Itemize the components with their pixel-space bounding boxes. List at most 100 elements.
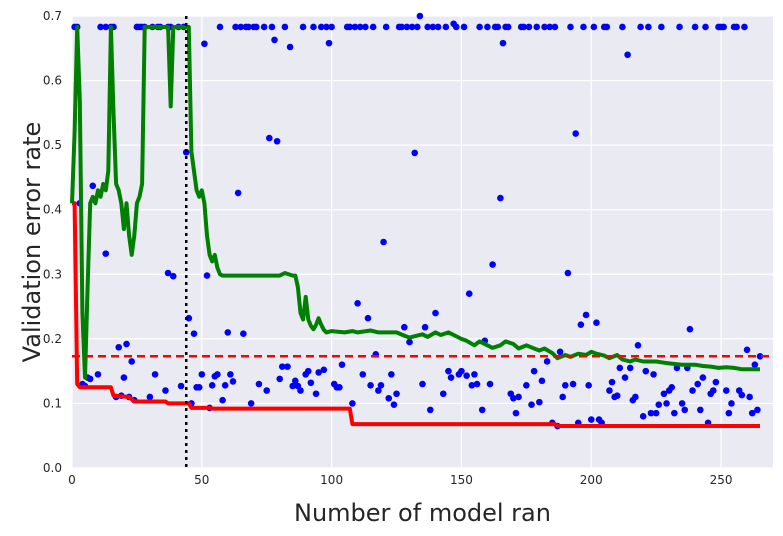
scatter-point	[224, 329, 232, 336]
scatter-point	[499, 39, 507, 47]
scatter-point	[439, 390, 447, 398]
scatter-point	[533, 23, 541, 31]
scatter-point	[691, 23, 699, 31]
scatter-point	[268, 23, 276, 31]
scatter-point	[380, 238, 387, 246]
scatter-point	[312, 390, 320, 398]
scatter-point	[255, 380, 263, 388]
scatter-point	[593, 319, 600, 327]
scatter-point	[463, 372, 470, 379]
scatter-point	[336, 383, 343, 391]
scatter-point	[219, 396, 226, 404]
scatter-point	[390, 401, 398, 409]
scatter-point	[478, 406, 486, 414]
scatter-point	[115, 343, 123, 351]
scatter-point	[203, 272, 211, 279]
scatter-point	[497, 194, 504, 202]
scatter-point	[671, 409, 678, 417]
scatter-point	[681, 406, 689, 414]
scatter-point	[530, 367, 538, 375]
x-tick-label: 100	[320, 473, 343, 487]
scatter-point	[190, 330, 198, 337]
y-tick-label: 0.7	[43, 9, 62, 23]
scatter-point	[637, 23, 644, 31]
y-tick-label: 0.0	[43, 461, 62, 475]
scatter-point	[260, 23, 268, 31]
scatter-point	[728, 400, 735, 407]
scatter-point	[151, 371, 159, 378]
scatter-point	[452, 23, 460, 31]
scatter-point	[699, 374, 707, 381]
scatter-point	[447, 374, 455, 381]
scatter-point	[317, 23, 325, 31]
scatter-point	[221, 382, 229, 389]
scatter-point	[751, 361, 759, 368]
scatter-point	[603, 23, 611, 31]
scatter-point	[263, 387, 271, 394]
scatter-point	[468, 382, 476, 389]
scatter-point	[523, 382, 530, 389]
scatter-point	[551, 23, 559, 31]
scatter-point	[702, 23, 709, 31]
scatter-point	[678, 400, 686, 407]
scatter-point	[102, 23, 110, 31]
scatter-point	[725, 409, 733, 417]
scatter-point	[286, 43, 294, 51]
x-tick-label: 250	[710, 473, 733, 487]
scatter-point	[232, 23, 239, 31]
scatter-point	[663, 400, 670, 407]
scatter-point	[237, 23, 245, 31]
y-tick-labels: 0.0 0.1 0.2 0.3 0.4 0.5 0.6 0.7	[43, 9, 62, 475]
scatter-point	[561, 382, 569, 389]
scatter-point	[216, 23, 224, 31]
scatter-point	[613, 392, 621, 399]
scatter-point	[689, 387, 696, 394]
scatter-point	[414, 23, 421, 31]
scatter-point	[556, 348, 564, 356]
scatter-point	[229, 378, 237, 385]
scatter-point	[543, 358, 551, 365]
scatter-point	[528, 401, 535, 409]
scatter-point	[756, 352, 764, 360]
plot-area	[72, 16, 773, 468]
scatter-point	[741, 23, 748, 31]
scatter-point	[419, 380, 426, 388]
scatter-point	[585, 382, 592, 389]
scatter-point	[746, 393, 753, 401]
y-tick-label: 0.3	[43, 267, 62, 281]
scatter-point	[416, 12, 424, 20]
smoothed-error-line	[70, 25, 760, 380]
scatter-point	[582, 311, 590, 319]
scatter-point	[284, 363, 291, 370]
x-tick-label: 200	[580, 473, 603, 487]
scatter-point	[328, 23, 335, 31]
scatter-point	[432, 309, 439, 317]
scatter-point	[572, 130, 579, 137]
scatter-point	[325, 39, 333, 47]
scatter-point	[754, 406, 761, 414]
y-tick-label: 0.2	[43, 332, 62, 346]
scatter-point	[650, 371, 657, 378]
scatter-point	[169, 272, 177, 280]
scatter-point	[647, 409, 655, 417]
scatter-point	[460, 23, 468, 31]
scatter-point	[279, 363, 286, 370]
scatter-point	[515, 393, 522, 401]
scatter-point	[398, 23, 406, 31]
scatter-point	[676, 23, 683, 31]
scatter-point	[634, 342, 642, 349]
scatter-point	[310, 23, 317, 31]
scatter-point	[94, 371, 102, 378]
scatter-point	[304, 367, 312, 375]
scatter-point	[411, 149, 419, 157]
scatter-point	[494, 23, 502, 31]
scatter-point	[709, 387, 717, 394]
scatter-point	[97, 23, 104, 31]
scatter-point	[632, 393, 639, 401]
scatter-point	[536, 398, 543, 406]
scatter-point	[434, 23, 442, 31]
scatter-point	[195, 383, 203, 391]
scatter-point	[645, 23, 652, 31]
scatter-point	[424, 23, 431, 31]
